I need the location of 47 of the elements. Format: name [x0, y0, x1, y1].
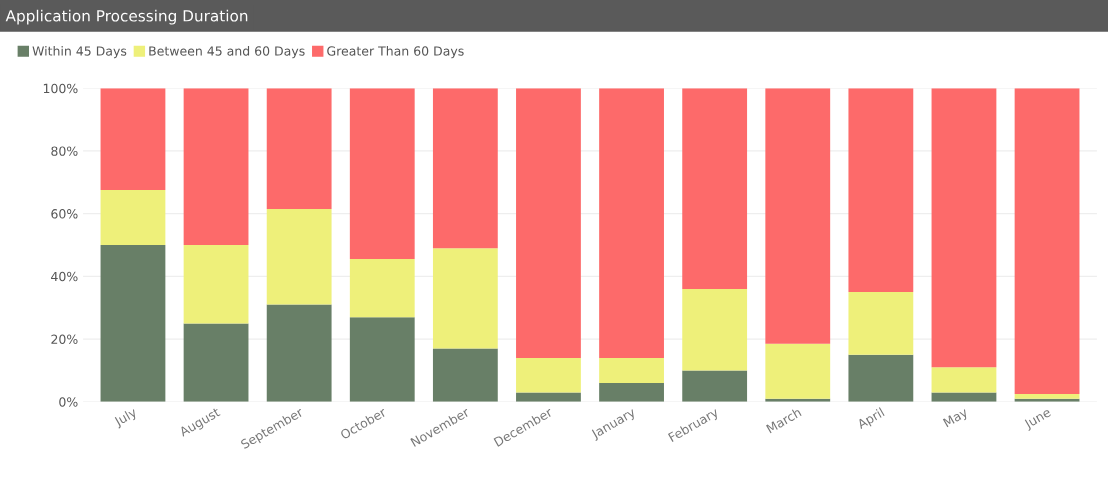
bar — [183, 88, 249, 245]
bar — [349, 88, 415, 260]
bar — [516, 392, 581, 402]
y-tick-label: 80% — [51, 146, 78, 156]
bar — [931, 392, 997, 402]
bar — [682, 288, 748, 371]
bar — [682, 88, 748, 289]
y-tick-label: 60% — [51, 209, 78, 219]
bar — [183, 323, 249, 402]
bar — [100, 88, 166, 191]
bar — [1014, 88, 1080, 394]
chart-title: Application Processing Duration — [5, 9, 248, 25]
bar — [848, 88, 914, 293]
bar — [599, 382, 664, 402]
bar — [100, 190, 166, 245]
bar — [266, 304, 332, 402]
bar — [1014, 393, 1080, 399]
bar — [682, 370, 748, 402]
bar — [432, 248, 498, 349]
bar — [183, 245, 249, 324]
bar — [349, 317, 415, 402]
bar — [516, 88, 581, 358]
bar — [765, 343, 831, 399]
bar — [349, 259, 415, 318]
x-tick-label: May — [942, 407, 970, 430]
y-tick-label: 40% — [51, 271, 78, 282]
y-tick-label: 20% — [51, 334, 78, 345]
y-tick-label: 100% — [43, 83, 78, 94]
bar — [266, 88, 332, 209]
bar — [848, 354, 914, 402]
bar — [432, 88, 498, 249]
bar — [266, 208, 332, 305]
x-tick-label: June — [1023, 407, 1053, 431]
x-tick-label: July — [112, 406, 139, 429]
bar — [599, 357, 664, 383]
y-tick-label: 0% — [59, 397, 78, 407]
bar — [100, 245, 166, 402]
bar — [516, 357, 581, 393]
bar — [599, 88, 664, 358]
legend-label: Greater Than 60 Days — [327, 46, 464, 59]
bar — [931, 88, 997, 368]
bar — [931, 367, 997, 393]
legend-label: Within 45 Days — [32, 46, 127, 59]
bar — [848, 292, 914, 355]
bar — [432, 348, 498, 402]
legend-label: Between 45 and 60 Days — [149, 46, 305, 59]
bar — [765, 88, 831, 344]
